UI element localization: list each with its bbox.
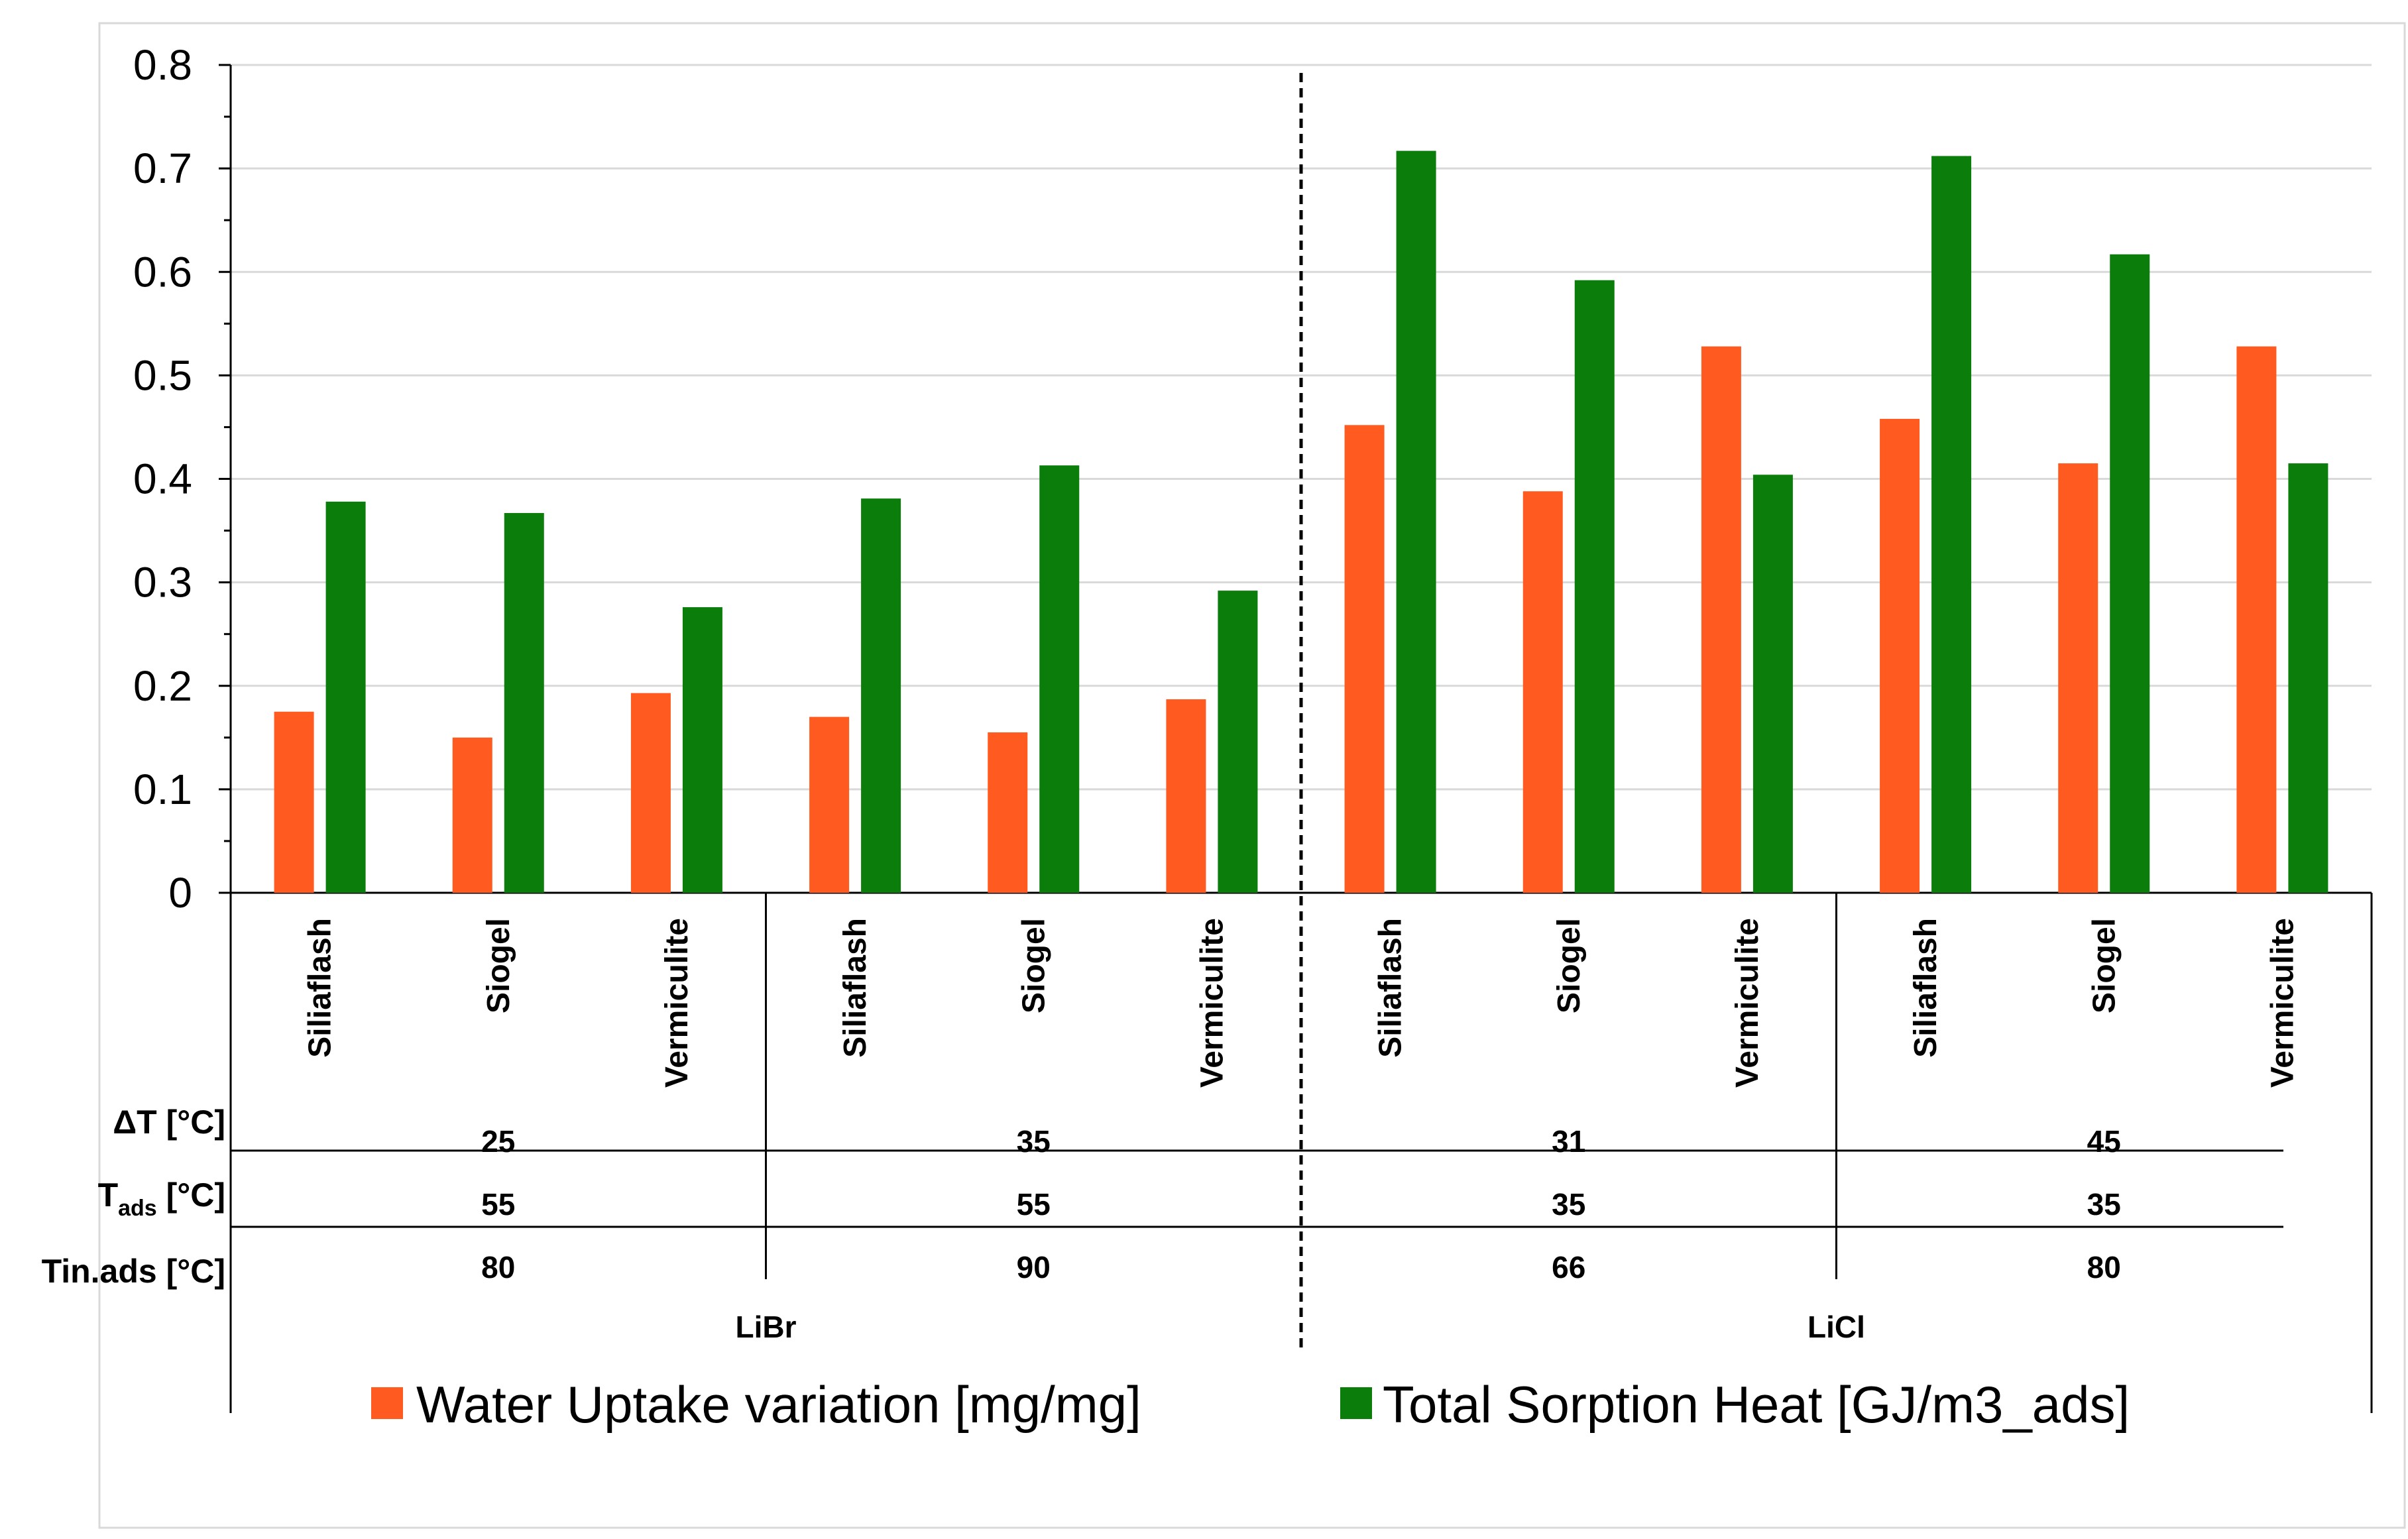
param-value-tin-ads: 80 bbox=[2087, 1250, 2121, 1284]
bar-water-uptake bbox=[1166, 699, 1206, 893]
bar-water-uptake bbox=[2058, 463, 2098, 893]
bar-water-uptake bbox=[452, 737, 492, 893]
bar-sorption-heat bbox=[2110, 254, 2150, 893]
param-value-delta-t: 25 bbox=[481, 1124, 515, 1159]
param-values: 25 35 31 45 55 55 35 35 80 90 66 80 bbox=[481, 1124, 2121, 1284]
bar-sorption-heat bbox=[1574, 280, 1615, 893]
bar-water-uptake bbox=[630, 693, 671, 893]
category-labels: Siliaflash Siogel Vermiculite Siliaflash Sio… bbox=[303, 918, 2301, 1088]
param-value-t-ads: 55 bbox=[1017, 1187, 1051, 1222]
y-axis: 0 0.1 0.2 0.3 0.4 0.5 0.6 0.7 0.8 bbox=[133, 41, 2372, 917]
x-category-label: Siogel bbox=[2087, 918, 2122, 1013]
param-label-t-ads-rest: [°C] bbox=[157, 1176, 225, 1214]
x-category-label: Siogel bbox=[1016, 918, 1051, 1013]
bar-sorption-heat bbox=[1396, 150, 1436, 893]
legend-label-sorption-heat: Total Sorption Heat [GJ/m3_ads] bbox=[1383, 1375, 2130, 1434]
bar-sorption-heat bbox=[1039, 465, 1080, 893]
param-value-delta-t: 31 bbox=[1552, 1124, 1585, 1159]
bar-sorption-heat bbox=[861, 498, 901, 893]
bar-water-uptake bbox=[809, 716, 850, 893]
y-tick-label: 0.1 bbox=[133, 766, 192, 813]
param-value-tin-ads: 90 bbox=[1017, 1250, 1051, 1284]
y-tick-label: 0.3 bbox=[133, 559, 192, 606]
legend-swatch-water-uptake bbox=[371, 1387, 403, 1419]
x-category-label: Siliaflash bbox=[303, 918, 338, 1058]
y-tick-label: 0 bbox=[168, 869, 192, 917]
param-value-t-ads: 55 bbox=[481, 1187, 515, 1222]
bar-water-uptake bbox=[988, 732, 1028, 893]
x-category-label: Siliaflash bbox=[1908, 918, 1943, 1058]
salt-group-label: LiBr bbox=[736, 1310, 797, 1344]
y-tick-label: 0.8 bbox=[133, 41, 192, 89]
param-label-tin-ads: Tin.ads [°C] bbox=[42, 1253, 225, 1290]
legend-swatch-sorption-heat bbox=[1340, 1387, 1372, 1419]
bar-water-uptake bbox=[1880, 418, 1920, 893]
param-value-delta-t: 35 bbox=[1017, 1124, 1051, 1159]
x-category-label: Siliaflash bbox=[1373, 918, 1408, 1058]
legend-label-water-uptake: Water Uptake variation [mg/mg] bbox=[416, 1375, 1141, 1434]
y-tick-label: 0.7 bbox=[133, 144, 192, 192]
y-tick-label: 0.5 bbox=[133, 351, 192, 399]
bar-sorption-heat bbox=[1752, 475, 1793, 893]
bar-water-uptake bbox=[1344, 425, 1385, 893]
x-category-label: Vermiculite bbox=[659, 918, 695, 1088]
y-tick-label: 0.4 bbox=[133, 455, 192, 503]
x-category-label: Vermiculite bbox=[1194, 918, 1230, 1088]
x-category-label: Siliaflash bbox=[838, 918, 873, 1058]
param-value-t-ads: 35 bbox=[2087, 1187, 2121, 1222]
bar-water-uptake bbox=[1701, 346, 1741, 893]
bar-sorption-heat bbox=[2288, 463, 2328, 893]
param-value-tin-ads: 80 bbox=[481, 1250, 515, 1284]
bar-water-uptake bbox=[274, 711, 314, 893]
y-tick-label: 0.6 bbox=[133, 248, 192, 296]
param-label-t-ads-main: T bbox=[98, 1176, 119, 1214]
param-value-tin-ads: 66 bbox=[1552, 1250, 1585, 1284]
bars bbox=[274, 150, 2328, 893]
param-label-delta-t: ΔT [°C] bbox=[113, 1104, 225, 1141]
x-category-label: Siogel bbox=[1552, 918, 1587, 1013]
param-value-delta-t: 45 bbox=[2087, 1124, 2121, 1159]
param-value-t-ads: 35 bbox=[1552, 1187, 1585, 1222]
bar-water-uptake bbox=[2236, 346, 2277, 893]
param-label-t-ads-sub: ads bbox=[118, 1196, 157, 1221]
table-lines bbox=[229, 73, 2373, 1413]
bar-sorption-heat bbox=[682, 607, 722, 893]
bar-sorption-heat bbox=[504, 513, 544, 893]
x-category-label: Siogel bbox=[481, 918, 516, 1013]
salt-group-label: LiCl bbox=[1807, 1310, 1865, 1344]
x-category-label: Vermiculite bbox=[1730, 918, 1765, 1088]
group-labels: LiBr LiCl bbox=[736, 1310, 1865, 1344]
bar-water-uptake bbox=[1522, 491, 1563, 893]
y-tick-label: 0.2 bbox=[133, 662, 192, 710]
bar-sorption-heat bbox=[1931, 156, 1972, 893]
bar-sorption-heat bbox=[1218, 591, 1258, 893]
param-label-t-ads: Tads [°C] bbox=[98, 1176, 225, 1221]
x-category-label: Vermiculite bbox=[2265, 918, 2300, 1088]
bar-sorption-heat bbox=[325, 501, 366, 893]
